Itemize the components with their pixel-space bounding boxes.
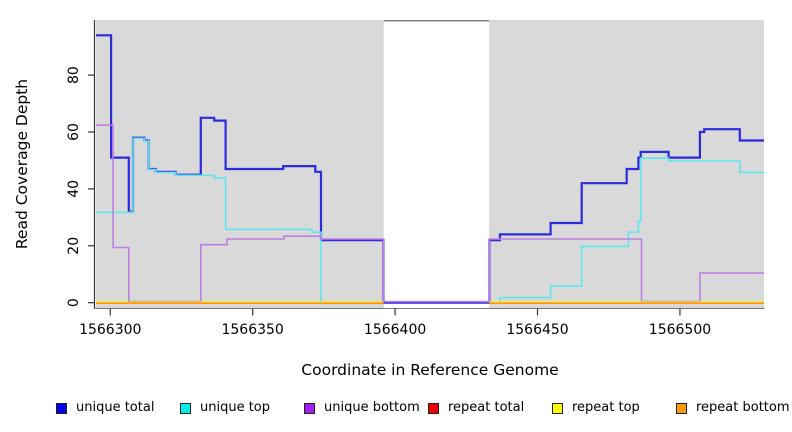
- y-tick-label: 60: [66, 123, 82, 141]
- legend-label: repeat top: [572, 400, 640, 415]
- x-tick-label: 1566400: [364, 322, 426, 338]
- series-unique-bottom: [96, 124, 764, 303]
- legend-label: unique total: [76, 400, 155, 415]
- legend-label: repeat bottom: [696, 400, 790, 415]
- unique-top-swatch-icon: [180, 402, 191, 414]
- y-tick-label: 0: [66, 298, 82, 307]
- unique-bottom-swatch-icon: [304, 402, 315, 414]
- legend-label: repeat total: [448, 400, 525, 415]
- repeat-total-swatch-icon: [428, 402, 439, 414]
- legend-label: unique top: [200, 400, 271, 415]
- legend-item-unique-top: unique top: [172, 401, 296, 415]
- series-unique-top: [489, 157, 764, 305]
- legend: unique total unique top unique bottom repea…: [48, 398, 792, 418]
- repeat-bottom-swatch-icon: [676, 402, 687, 414]
- unique-total-swatch-icon: [56, 402, 67, 414]
- legend-item-repeat-bottom: repeat bottom: [668, 401, 792, 415]
- y-tick-label: 20: [66, 237, 82, 255]
- x-tick-label: 1566450: [506, 322, 568, 338]
- legend-item-unique-total: unique total: [48, 401, 172, 415]
- series-unique-top: [96, 137, 384, 305]
- legend-item-repeat-top: repeat top: [544, 401, 668, 415]
- plot-background: [96, 20, 764, 308]
- legend-item-repeat-total: repeat total: [420, 401, 544, 415]
- y-tick-label: 80: [66, 66, 82, 84]
- repeat-top-swatch-icon: [552, 402, 563, 414]
- x-tick-label: 1566300: [79, 322, 141, 338]
- legend-label: unique bottom: [324, 400, 420, 415]
- series-lines: [96, 34, 764, 305]
- x-axis-title: Coordinate in Reference Genome: [301, 361, 558, 379]
- y-axis-title: Read Coverage Depth: [13, 79, 31, 249]
- x-tick-label: 1566350: [221, 322, 283, 338]
- x-tick-label: 1566500: [649, 322, 711, 338]
- axes: 1566300 1566350 1566400 1566450 1566500 0 20 40…: [66, 20, 765, 338]
- y-tick-label: 40: [66, 180, 82, 198]
- no-data-gap-region: [383, 20, 490, 308]
- legend-item-unique-bottom: unique bottom: [296, 401, 420, 415]
